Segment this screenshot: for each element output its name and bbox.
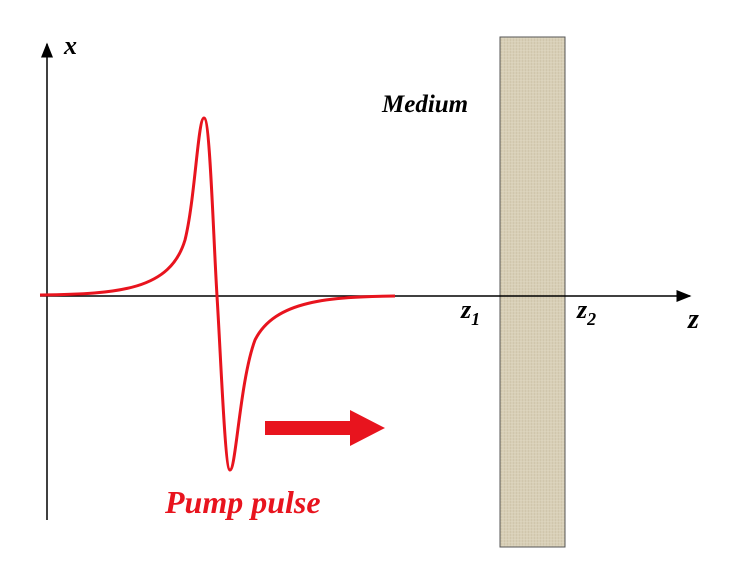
pulse-curve	[39, 116, 396, 472]
z-axis-label: z	[687, 304, 699, 335]
z1-base: z	[460, 295, 472, 324]
medium-label: Medium	[381, 91, 468, 118]
z2-label: z2	[576, 295, 596, 329]
pulse-label: Pump pulse	[164, 484, 321, 520]
z2-base: z	[576, 295, 588, 324]
z1-label: z1	[460, 295, 480, 329]
medium-slab	[499, 36, 566, 548]
z1-sub: 1	[471, 309, 480, 329]
direction-arrow	[265, 410, 385, 446]
x-axis-label: x	[63, 31, 77, 60]
z2-sub: 2	[586, 309, 596, 329]
